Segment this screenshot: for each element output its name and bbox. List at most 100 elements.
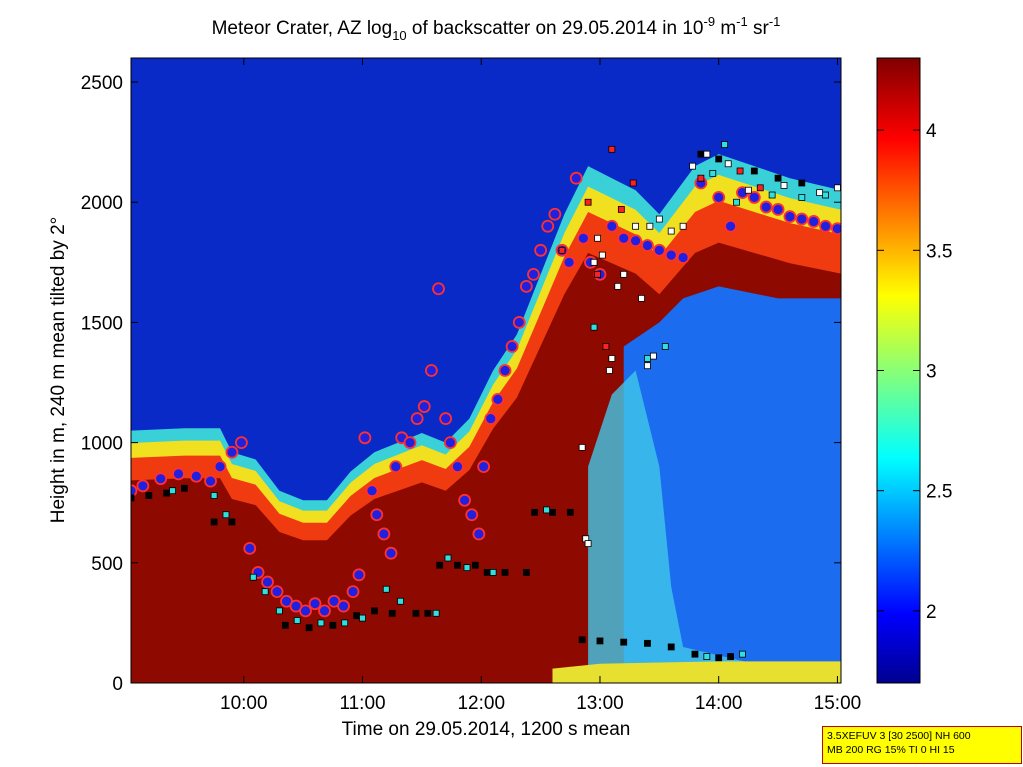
marker-black-squares	[471, 561, 479, 569]
marker-circles	[724, 219, 737, 233]
marker-black-squares	[181, 484, 188, 492]
marker-circles	[783, 210, 797, 224]
marker-circles	[498, 364, 512, 377]
marker-red-squares	[608, 145, 616, 153]
marker-black-squares	[163, 489, 171, 497]
marker-circles	[131, 484, 138, 498]
marker-circles	[189, 469, 203, 483]
marker-white-squares	[724, 160, 732, 168]
marker-black-squares	[483, 569, 491, 576]
plot-frame	[130, 57, 842, 684]
marker-red-squares	[558, 246, 566, 254]
marker-black-squares	[436, 561, 444, 569]
marker-black-squares	[329, 621, 337, 629]
marker-black-squares	[549, 508, 556, 516]
marker-cyan-squares	[444, 554, 452, 562]
marker-circles	[491, 392, 505, 406]
marker-cyan-squares	[222, 511, 230, 519]
x-tick-label: 11:00	[339, 693, 385, 714]
marker-black-squares	[228, 518, 236, 526]
marker-cyan-squares	[590, 323, 598, 331]
marker-circles	[819, 219, 832, 233]
marker-white-squares	[816, 189, 824, 197]
marker-red-squares	[602, 343, 610, 350]
marker-circles	[458, 493, 472, 507]
x-axis: 10:00 11:00 12:00 13:00 14:00 15:00	[220, 58, 861, 714]
marker-white-squares	[578, 444, 586, 451]
marker-cyan-squares	[733, 198, 740, 206]
colorbar	[876, 57, 921, 684]
marker-circles	[136, 479, 150, 493]
marker-black-squares	[750, 167, 758, 175]
marker-circles	[318, 604, 331, 618]
marker-cyan-squares	[210, 492, 218, 499]
chart-title: Meteor Crater, AZ log10 of backscatter o…	[212, 14, 781, 43]
marker-red-squares	[584, 198, 592, 206]
marker-red-squares	[629, 179, 637, 187]
marker-white-squares	[620, 270, 628, 278]
marker-circles	[548, 207, 562, 221]
marker-circles	[451, 460, 464, 474]
marker-circles	[477, 460, 491, 474]
marker-white-squares	[744, 186, 752, 194]
marker-circles	[410, 412, 424, 425]
marker-circles	[172, 467, 185, 481]
marker-black-squares	[281, 621, 289, 629]
marker-circles	[243, 541, 257, 555]
marker-cyan-squares	[359, 614, 366, 622]
marker-circles	[831, 222, 841, 236]
marker-circles	[771, 203, 785, 216]
marker-circles	[337, 599, 350, 613]
marker-circles	[512, 316, 526, 329]
marker-circles	[795, 212, 809, 226]
marker-white-squares	[689, 162, 696, 170]
marker-red-squares	[697, 174, 705, 182]
marker-white-squares	[606, 367, 613, 374]
marker-cyan-squares	[661, 343, 669, 350]
y-tick-label: 1000	[81, 434, 123, 455]
marker-circles	[204, 474, 217, 488]
y-tick-label: 0	[112, 674, 123, 695]
y-tick-label: 2500	[81, 73, 123, 94]
marker-cyan-squares	[397, 597, 404, 605]
marker-circles	[432, 282, 445, 296]
y-tick-label: 1500	[81, 313, 123, 334]
y-axis-label: Height in m, 240 m mean tilted by 2°	[48, 217, 69, 523]
marker-circles	[213, 460, 227, 474]
x-tick-label: 14:00	[695, 693, 743, 714]
marker-white-squares	[834, 184, 841, 192]
x-tick-label: 13:00	[576, 693, 624, 714]
marker-black-squares	[566, 508, 574, 516]
y-axis: 0 500 1000 1500 2000 2500	[81, 73, 841, 695]
marker-circles	[299, 604, 312, 618]
marker-black-squares	[210, 518, 218, 526]
marker-circles	[352, 568, 366, 582]
colorbar-tick-label: 2	[926, 602, 937, 623]
marker-circles	[225, 445, 239, 459]
marker-black-squares	[620, 638, 628, 646]
surface-yellow-band	[552, 661, 841, 683]
marker-circles	[605, 219, 619, 233]
info-line-2: MB 200 RG 15% TI 0 HI 15	[827, 744, 955, 756]
plot-area	[131, 58, 841, 683]
marker-red-squares	[736, 167, 744, 175]
marker-white-squares	[608, 355, 616, 362]
colorbar-tick-label: 3.5	[926, 241, 952, 262]
marker-white-squares	[632, 222, 639, 230]
marker-circles	[569, 171, 583, 185]
marker-white-squares	[703, 150, 711, 158]
marker-cyan-squares	[382, 585, 390, 593]
marker-red-squares	[756, 184, 764, 192]
marker-black-squares	[412, 609, 420, 617]
marker-black-squares	[131, 494, 135, 502]
marker-cyan-squares	[644, 355, 651, 362]
marker-circles	[541, 219, 555, 233]
marker-red-squares	[594, 270, 602, 278]
marker-white-squares	[584, 540, 592, 547]
marker-white-squares	[650, 352, 657, 360]
marker-circles	[629, 234, 642, 248]
marker-circles	[270, 585, 284, 599]
marker-red-squares	[617, 206, 625, 213]
marker-black-squares	[370, 607, 378, 615]
marker-black-squares	[578, 636, 586, 644]
